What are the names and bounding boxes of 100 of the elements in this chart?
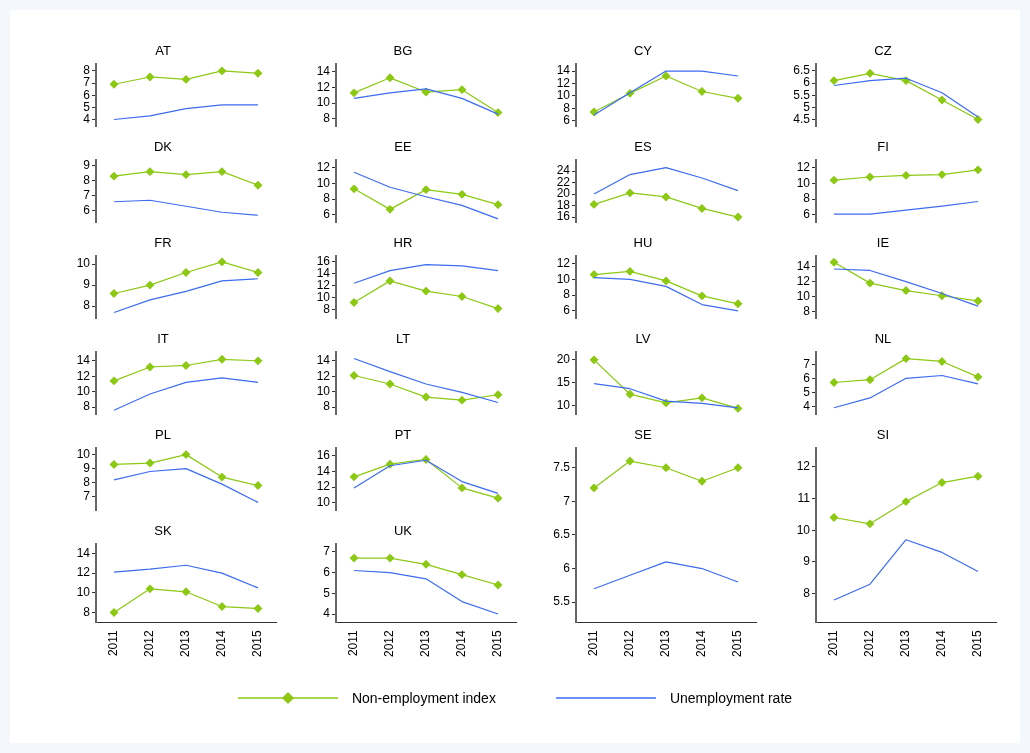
- point: [145, 72, 155, 82]
- x-tick-label: 2011: [346, 629, 361, 657]
- y-tick-label: 8: [323, 302, 331, 317]
- y-tick-label: 10: [76, 383, 91, 398]
- point: [493, 580, 503, 590]
- y-tick-label: 10: [796, 175, 811, 190]
- x-tick-label: 2014: [214, 629, 229, 658]
- point: [349, 184, 359, 194]
- y-tick-label: 7: [563, 493, 571, 508]
- point: [421, 392, 431, 402]
- point: [733, 299, 743, 308]
- y-tick-label: 7: [323, 544, 331, 559]
- point: [253, 604, 263, 613]
- y-tick-label: 10: [76, 256, 91, 271]
- y-tick-label: 10: [556, 271, 571, 286]
- x-tick-label: 2015: [490, 629, 505, 658]
- y-tick-label: 6: [803, 370, 811, 385]
- x-tick-label: 2015: [730, 629, 745, 658]
- point: [901, 497, 911, 506]
- point: [589, 270, 599, 279]
- point: [973, 165, 983, 175]
- point: [109, 460, 119, 469]
- y-tick-label: 6: [323, 207, 331, 222]
- point: [973, 471, 983, 481]
- y-tick-label: 6: [83, 203, 91, 218]
- point: [349, 553, 359, 563]
- x-tick-label: 2014: [454, 629, 469, 658]
- point: [181, 450, 191, 459]
- x-tick-label: 2013: [898, 629, 913, 658]
- x-tick-label: 2012: [142, 629, 157, 658]
- chart-title: ES: [634, 139, 652, 155]
- point: [109, 171, 119, 181]
- y-tick-label: 14: [316, 63, 331, 78]
- y-tick-label: 8: [83, 172, 91, 187]
- point: [865, 519, 875, 529]
- y-tick-label: 10: [556, 397, 571, 412]
- y-tick-label: 5: [323, 585, 331, 600]
- x-tick-label: 2013: [658, 629, 673, 658]
- y-tick-label: 10: [76, 585, 91, 600]
- chart-title: PL: [155, 427, 171, 443]
- point: [589, 200, 599, 209]
- point: [589, 483, 599, 493]
- point: [421, 560, 431, 569]
- y-tick-label: 11: [797, 490, 811, 505]
- y-tick-label: 12: [316, 79, 331, 94]
- point: [829, 175, 839, 185]
- y-tick-label: 7: [803, 356, 811, 371]
- point: [901, 354, 911, 363]
- point: [733, 94, 743, 103]
- y-tick-label: 5.5: [553, 594, 571, 609]
- point: [181, 170, 191, 179]
- y-tick-label: 16: [556, 209, 571, 224]
- y-tick-label: 12: [796, 273, 811, 288]
- point: [493, 304, 503, 313]
- y-tick-label: 14: [316, 353, 331, 368]
- x-tick-label: 2015: [250, 629, 265, 658]
- point: [217, 602, 227, 611]
- y-tick-label: 8: [803, 586, 811, 601]
- x-tick-label: 2011: [586, 629, 601, 657]
- point: [349, 298, 359, 307]
- point: [349, 88, 359, 98]
- point: [145, 280, 155, 290]
- y-tick-label: 8: [83, 475, 91, 490]
- x-tick-label: 2011: [106, 629, 121, 657]
- point: [181, 361, 191, 370]
- point: [109, 289, 119, 298]
- y-tick-label: 9: [83, 460, 91, 475]
- point: [145, 458, 155, 468]
- chart-title: FR: [154, 235, 172, 251]
- chart-title: HR: [393, 235, 413, 251]
- point: [973, 372, 983, 382]
- point: [829, 258, 839, 267]
- point: [217, 472, 227, 482]
- y-tick-label: 8: [323, 191, 331, 206]
- point: [385, 379, 395, 389]
- point: [145, 584, 155, 594]
- point: [217, 257, 227, 267]
- chart-title: UK: [393, 523, 413, 539]
- point: [865, 69, 875, 78]
- y-tick-label: 10: [316, 175, 331, 190]
- y-tick-label: 7: [83, 188, 91, 203]
- point: [493, 390, 503, 399]
- y-tick-label: 7: [83, 489, 91, 504]
- point: [865, 172, 875, 182]
- point: [697, 393, 707, 403]
- y-tick-label: 8: [803, 303, 811, 318]
- y-tick-label: 7.5: [553, 460, 571, 475]
- chart-title: PT: [394, 427, 412, 443]
- y-tick-label: 10: [796, 522, 811, 537]
- point: [385, 553, 395, 563]
- point: [661, 276, 671, 286]
- point: [973, 115, 983, 124]
- point: [697, 477, 707, 486]
- y-tick-label: 4: [83, 111, 91, 126]
- y-tick-label: 10: [796, 288, 811, 303]
- point: [493, 493, 503, 503]
- y-tick-label: 12: [316, 479, 331, 494]
- x-tick-label: 2012: [622, 629, 637, 658]
- y-tick-label: 12: [76, 565, 91, 580]
- point: [253, 356, 263, 366]
